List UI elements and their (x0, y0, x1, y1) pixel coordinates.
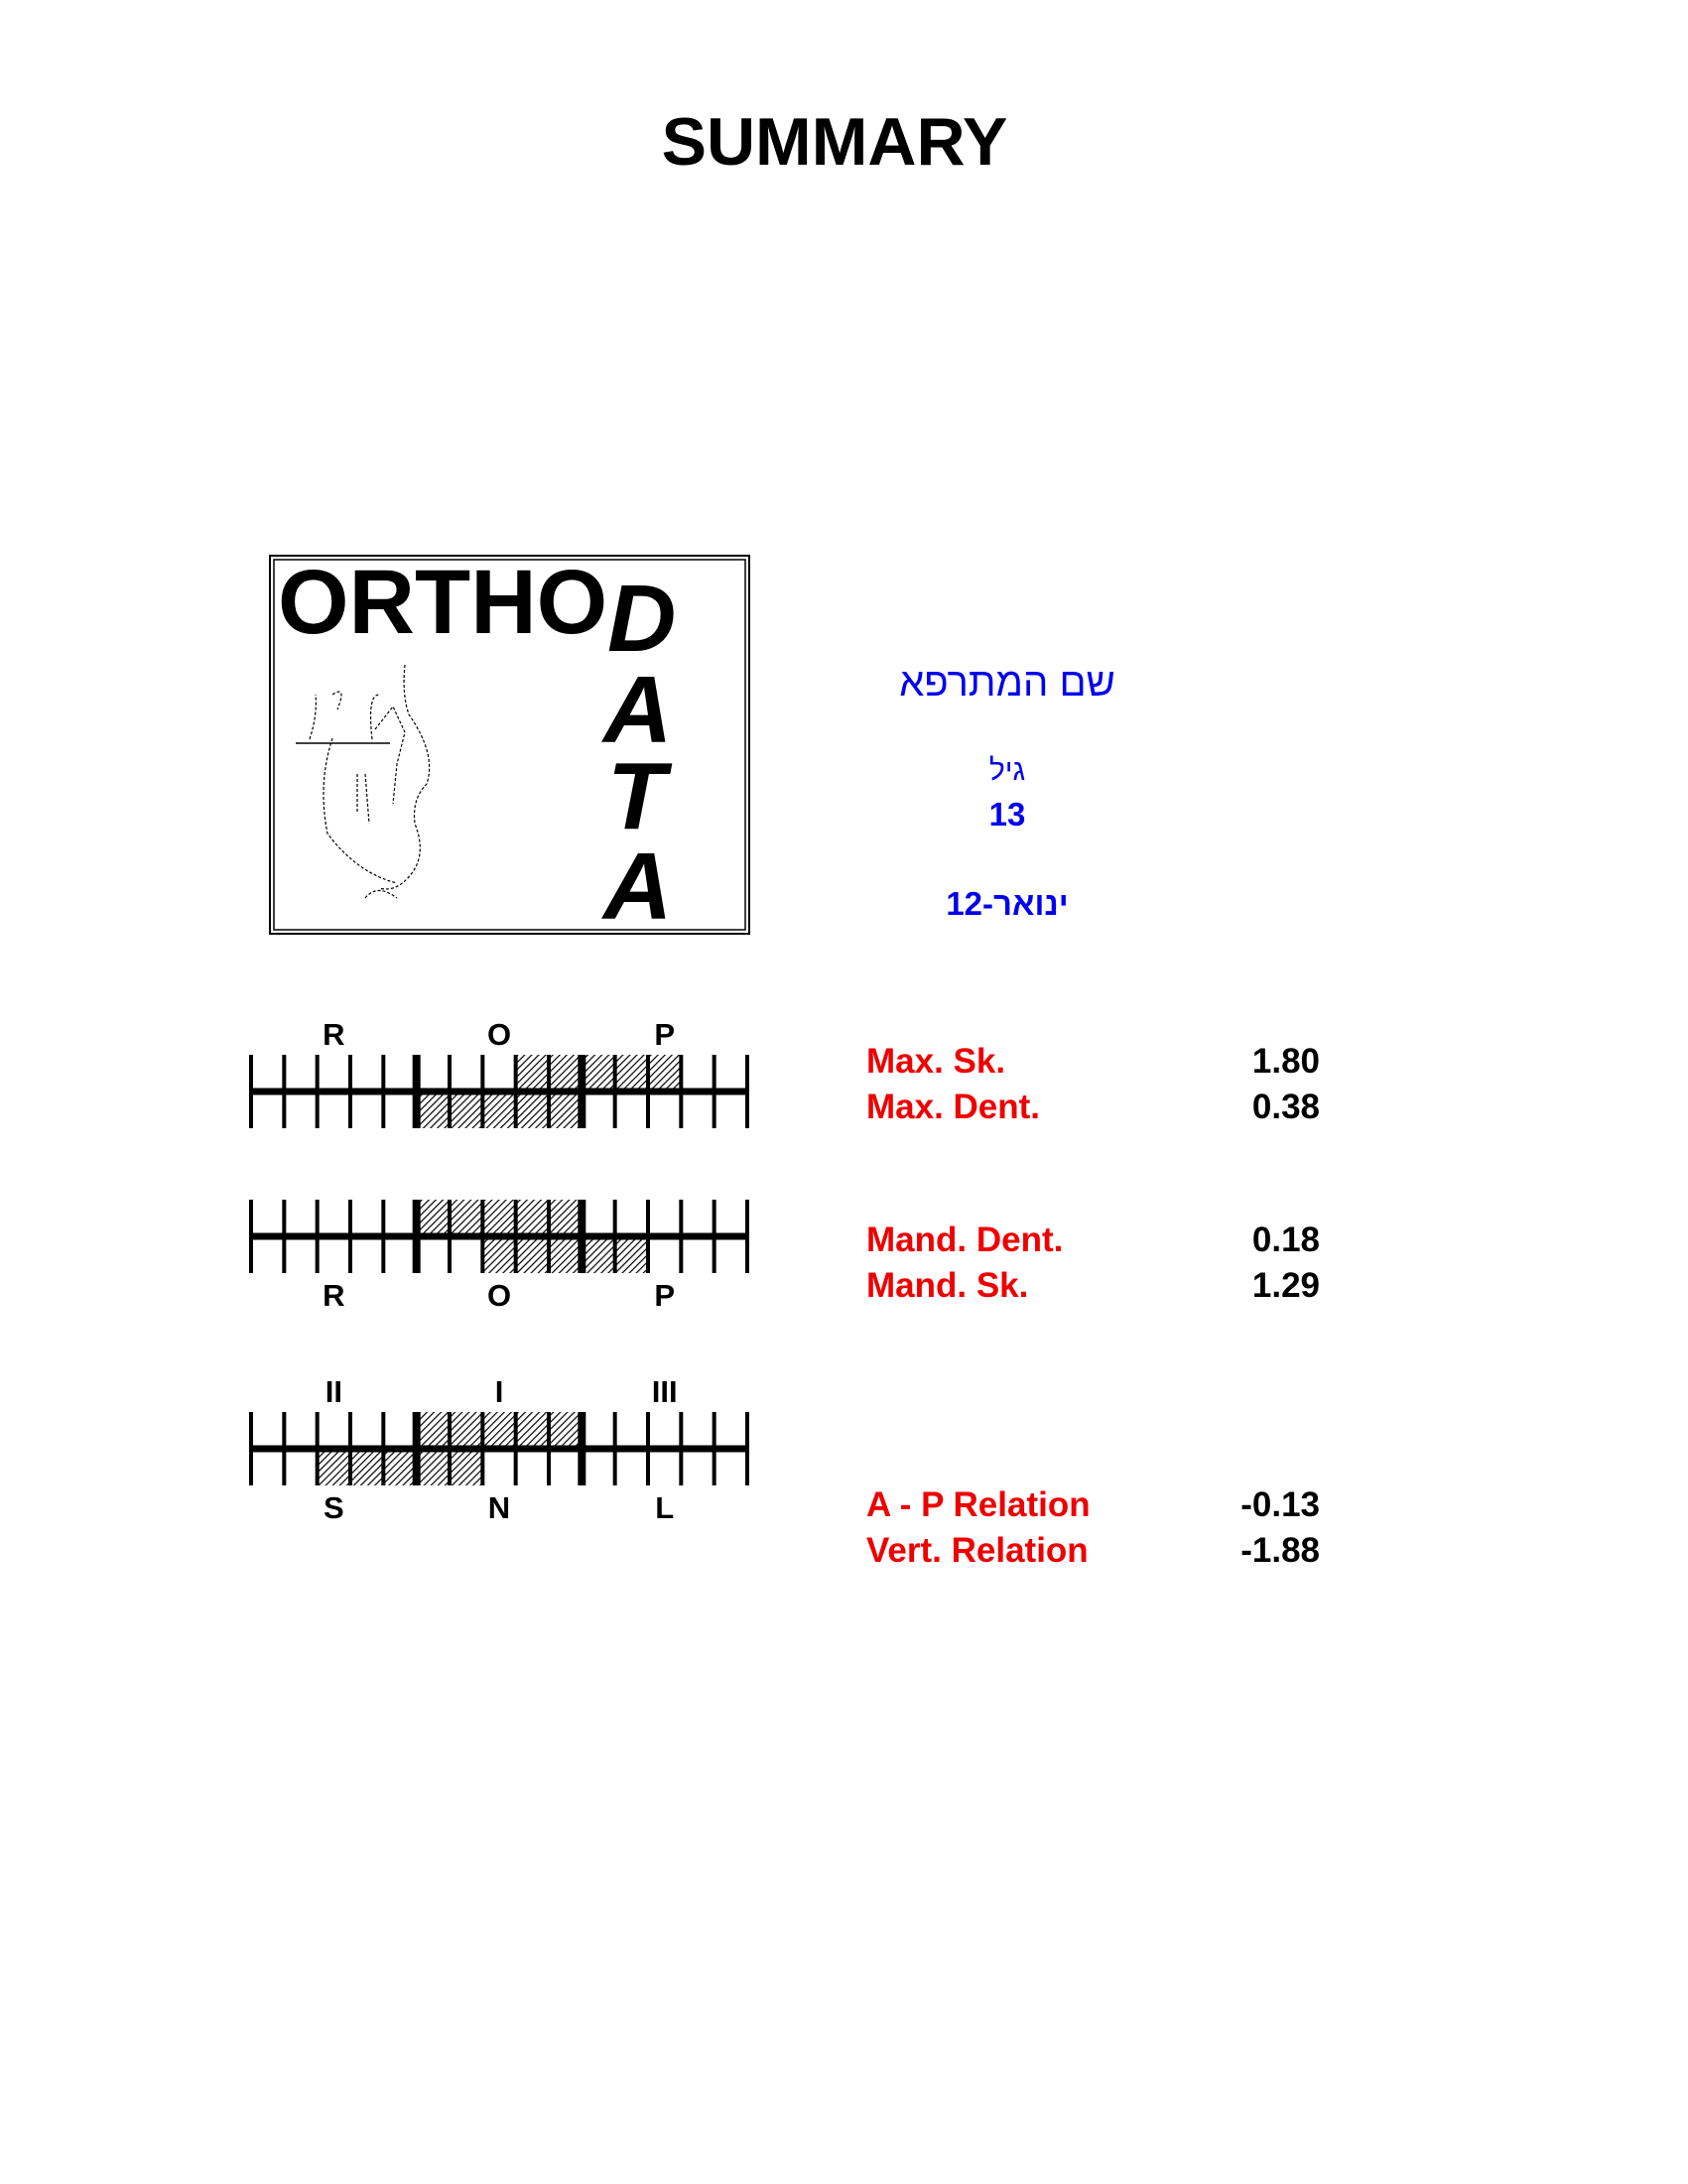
measure-value: 1.29 (1251, 1266, 1320, 1305)
scale-bottom-label: S (324, 1490, 344, 1525)
measure-label: A - P Relation (866, 1485, 1091, 1524)
measure-label: Mand. Dent. (866, 1220, 1064, 1259)
scale-bottom-label: P (654, 1278, 675, 1313)
patient-name: שם המתרפא (899, 661, 1115, 705)
age-value: 13 (988, 796, 1026, 833)
scale-bottom-label: R (323, 1278, 344, 1313)
age-label: גיל (988, 754, 1026, 787)
measure-value: -0.13 (1240, 1485, 1320, 1524)
measure-label: Max. Dent. (866, 1088, 1041, 1126)
measure-label: Max. Sk. (866, 1042, 1006, 1081)
scale-bottom-label: L (655, 1490, 674, 1525)
measure-value: -1.88 (1240, 1531, 1320, 1570)
scale-top-label: III (652, 1374, 678, 1409)
svg-text:D: D (607, 566, 676, 672)
scale-bottom-label: N (488, 1490, 510, 1525)
scale-bottom-fill (317, 1449, 483, 1485)
measure-label: Vert. Relation (866, 1531, 1089, 1570)
orthodata-logo: ORTHO D A T A (269, 552, 750, 940)
measure-value: 0.38 (1251, 1088, 1320, 1126)
scale-top-label: R (323, 1017, 344, 1052)
svg-text:T: T (607, 743, 673, 849)
scale-bottom-fill (482, 1236, 648, 1273)
measure-value: 1.80 (1251, 1042, 1320, 1081)
scale-top-fill (416, 1412, 583, 1449)
svg-text:A: A (601, 657, 672, 763)
measure-value: 0.18 (1251, 1220, 1320, 1259)
scale-top-label: I (495, 1374, 504, 1409)
cephalometric-tracing-icon (309, 664, 431, 899)
scale-top-fill (416, 1200, 583, 1236)
scale-top-label: P (654, 1017, 675, 1052)
exam-date: 12-ינואר (946, 885, 1069, 922)
svg-text:ORTHO: ORTHO (278, 552, 607, 653)
scale-top-fill (515, 1055, 682, 1092)
scale-top-label: II (325, 1374, 342, 1409)
svg-text:A: A (601, 834, 672, 940)
page-title: SUMMARY (661, 104, 1008, 180)
scale-bottom-label: O (487, 1278, 511, 1313)
scale-top-label: O (487, 1017, 511, 1052)
scale-bottom-fill (416, 1092, 583, 1128)
measure-label: Mand. Sk. (866, 1266, 1029, 1305)
